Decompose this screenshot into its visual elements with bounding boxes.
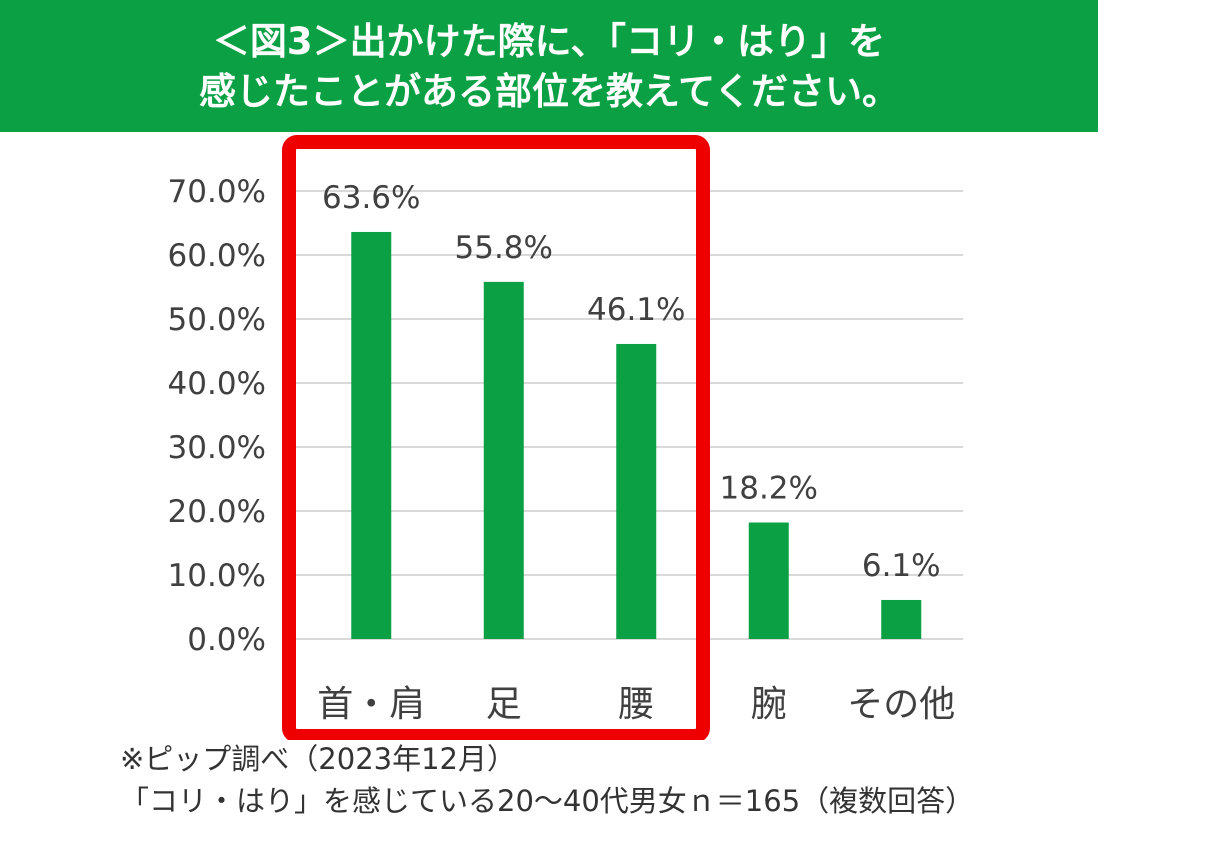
category-label: その他 (847, 684, 955, 725)
sample-note: 「コリ・はり」を感じている20～40代男女ｎ＝165（複数回答） (120, 784, 975, 818)
category-label: 腕 (751, 684, 787, 725)
title-banner: ＜図3＞出かけた際に、「コリ・はり」を 感じたことがある部位を教えてください。 (0, 0, 1098, 132)
data-label: 55.8% (455, 230, 553, 266)
bar (483, 281, 524, 639)
chart-title-line-1: ＜図3＞出かけた際に、「コリ・はり」を (212, 20, 886, 63)
x-axis-category-labels: 首・肩 足 腰 腕 その他 (317, 684, 955, 725)
data-label: 6.1% (862, 548, 941, 584)
bar (748, 522, 789, 639)
bar-chart: 0.0%10.0%20.0%30.0%40.0%50.0%60.0%70.0% … (168, 135, 963, 740)
data-label: 46.1% (587, 292, 685, 328)
y-tick-label: 70.0% (168, 174, 266, 210)
y-tick-label: 10.0% (168, 558, 266, 594)
y-tick-label: 50.0% (168, 302, 266, 338)
source-notes: ※ピップ調べ（2023年12月） 「コリ・はり」を感じている20～40代男女ｎ＝… (120, 738, 974, 822)
bar (616, 343, 657, 639)
data-label: 18.2% (720, 471, 818, 507)
y-tick-label: 40.0% (168, 366, 266, 402)
bar (351, 231, 392, 639)
category-label: 首・肩 (317, 684, 425, 725)
data-labels: 63.6% 55.8% 46.1% 18.2% 6.1% (322, 180, 941, 584)
source-note: ※ピップ調べ（2023年12月） (120, 742, 517, 776)
category-label: 足 (486, 684, 522, 725)
y-tick-label: 30.0% (168, 430, 266, 466)
y-tick-label: 20.0% (168, 494, 266, 530)
y-tick-label: 60.0% (168, 238, 266, 274)
bars (351, 231, 922, 639)
y-tick-label: 0.0% (187, 622, 266, 658)
category-label: 腰 (618, 684, 654, 725)
bar (881, 599, 922, 639)
chart-title-line-2: 感じたことがある部位を教えてください。 (198, 70, 900, 113)
highlight-box (282, 135, 710, 740)
data-label: 63.6% (322, 180, 420, 216)
y-axis-tick-labels: 0.0% 10.0% 20.0% 30.0% 40.0% 50.0% 60.0% 70.0% (168, 174, 266, 658)
